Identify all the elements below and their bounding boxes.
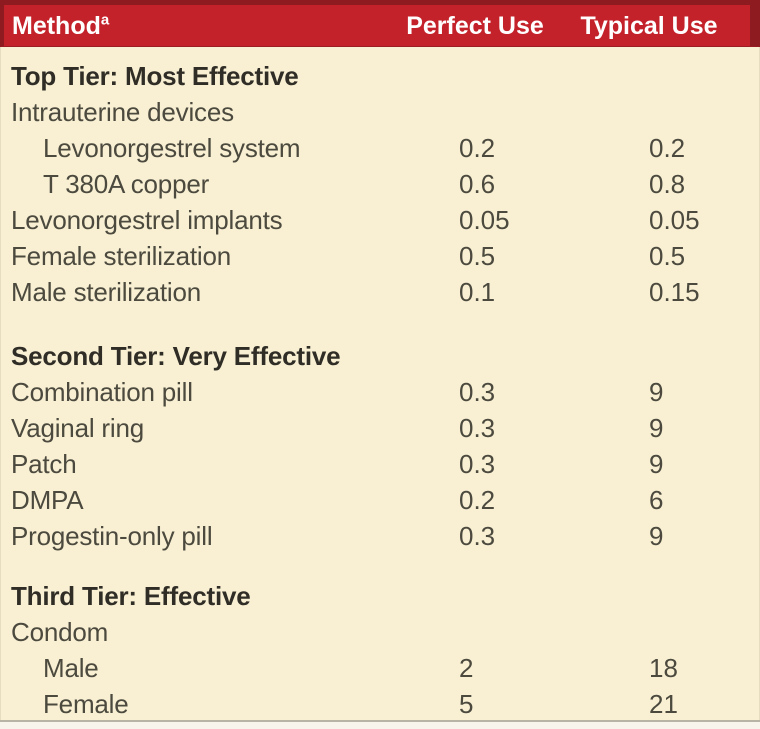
table-row: DMPA 0.2 6 xyxy=(1,482,759,518)
table-row: Male 2 18 xyxy=(1,650,759,686)
table-row: Levonorgestrel implants 0.05 0.05 xyxy=(1,202,759,238)
table-row: Combination pill 0.3 9 xyxy=(1,374,759,410)
method-cell: Female xyxy=(43,689,129,719)
table-body: Top Tier: Most Effective Intrauterine de… xyxy=(0,47,760,722)
typical-use-cell: 0.05 xyxy=(649,205,700,235)
table-row: Condom xyxy=(1,614,759,650)
perfect-use-cell xyxy=(381,614,571,650)
table-row: Patch 0.3 9 xyxy=(1,446,759,482)
typical-use-cell: 0.5 xyxy=(649,241,686,271)
section-third-tier: Third Tier: Effective Condom Male 2 18 F… xyxy=(1,578,759,722)
section-top-tier: Top Tier: Most Effective Intrauterine de… xyxy=(1,47,759,310)
method-cell: DMPA xyxy=(11,485,84,515)
typical-use-cell: 0.2 xyxy=(649,133,686,163)
method-label: Method xyxy=(12,11,101,40)
method-cell: Male sterilization xyxy=(11,277,202,307)
table-row: Male sterilization 0.1 0.15 xyxy=(1,274,759,310)
column-header-method: Methoda xyxy=(4,6,380,46)
method-cell: Levonorgestrel system xyxy=(43,133,301,163)
section-second-tier: Second Tier: Very Effective Combination … xyxy=(1,338,759,554)
column-header-typical-use: Typical Use xyxy=(580,11,718,40)
perfect-use-cell: 0.3 xyxy=(459,449,496,479)
column-header-perfect-use: Perfect Use xyxy=(406,11,544,40)
perfect-use-cell: 0.6 xyxy=(459,169,496,199)
typical-use-cell: 0.8 xyxy=(649,169,686,199)
typical-use-cell: 18 xyxy=(649,653,678,683)
perfect-use-cell: 0.5 xyxy=(459,241,496,271)
table-row: Female 5 21 xyxy=(1,686,759,722)
typical-use-cell: 9 xyxy=(649,377,664,407)
method-footnote-marker: a xyxy=(100,11,110,29)
method-cell: Male xyxy=(43,653,99,683)
perfect-use-cell: 0.3 xyxy=(459,521,496,551)
typical-use-cell: 0.15 xyxy=(649,277,700,307)
method-cell: Condom xyxy=(11,617,109,647)
perfect-use-cell: 0.2 xyxy=(459,133,496,163)
method-cell: Progestin-only pill xyxy=(11,521,213,551)
method-cell: T 380A copper xyxy=(43,169,210,199)
typical-use-cell xyxy=(571,94,760,130)
method-cell: Levonorgestrel implants xyxy=(11,205,283,235)
method-cell: Patch xyxy=(11,449,77,479)
table-row: Intrauterine devices xyxy=(1,94,759,130)
perfect-use-cell: 2 xyxy=(459,653,474,683)
method-cell: Female sterilization xyxy=(11,241,231,271)
perfect-use-cell: 0.1 xyxy=(459,277,496,307)
tier-heading: Top Tier: Most Effective xyxy=(11,61,299,91)
typical-use-cell: 6 xyxy=(649,485,664,515)
perfect-use-cell: 0.3 xyxy=(459,377,496,407)
table-row: Female sterilization 0.5 0.5 xyxy=(1,238,759,274)
method-cell: Intrauterine devices xyxy=(11,97,234,127)
perfect-use-cell: 5 xyxy=(459,689,474,719)
perfect-use-cell: 0.2 xyxy=(459,485,496,515)
perfect-use-cell: 0.05 xyxy=(459,205,510,235)
table-row: Vaginal ring 0.3 9 xyxy=(1,410,759,446)
typical-use-cell: 9 xyxy=(649,521,664,551)
scan-bottom-edge xyxy=(0,720,760,729)
tier-heading: Third Tier: Effective xyxy=(11,581,251,611)
perfect-use-cell xyxy=(381,94,571,130)
tier-heading: Second Tier: Very Effective xyxy=(11,341,341,371)
typical-use-cell xyxy=(571,614,760,650)
method-cell: Combination pill xyxy=(11,377,193,407)
typical-use-cell: 9 xyxy=(649,449,664,479)
table-row: Levonorgestrel system 0.2 0.2 xyxy=(1,130,759,166)
table-header-row: Methoda Perfect Use Typical Use xyxy=(0,0,760,47)
perfect-use-cell: 0.3 xyxy=(459,413,496,443)
typical-use-cell: 9 xyxy=(649,413,664,443)
method-cell: Vaginal ring xyxy=(11,413,144,443)
table-row: T 380A copper 0.6 0.8 xyxy=(1,166,759,202)
table-row: Progestin-only pill 0.3 9 xyxy=(1,518,759,554)
typical-use-cell: 21 xyxy=(649,689,678,719)
